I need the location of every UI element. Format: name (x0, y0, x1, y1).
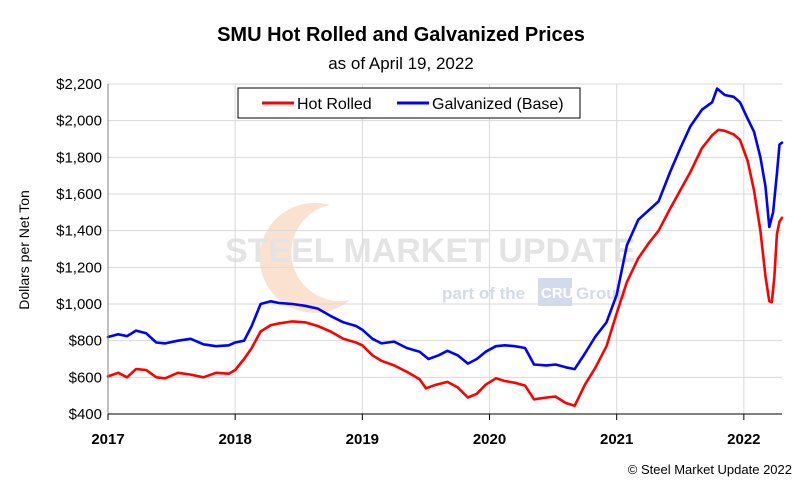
x-tick-label: 2022 (727, 431, 760, 448)
series-layer (106, 87, 784, 408)
watermark-logo-box (538, 278, 572, 306)
y-tick-label: $400 (69, 406, 102, 423)
series-line-galvanized-base (106, 87, 784, 371)
x-tick-label: 2020 (473, 431, 506, 448)
x-tick-label: 2018 (218, 431, 251, 448)
chart-subtitle: as of April 19, 2022 (328, 54, 474, 73)
legend: Hot Rolled Galvanized (Base) (237, 87, 581, 119)
y-tick-label: $1,000 (56, 296, 102, 313)
y-tick-label: $1,800 (56, 149, 102, 166)
y-tick-label: $2,000 (56, 113, 102, 130)
y-tick-label: $1,600 (56, 186, 102, 203)
chart-title: SMU Hot Rolled and Galvanized Prices (217, 24, 585, 46)
watermark-brand: STEEL MARKET UPDATE (225, 232, 636, 270)
x-tick-label: 2017 (91, 431, 124, 448)
y-tick-label: $2,200 (56, 76, 102, 93)
watermark-tagline-pre: part of the (442, 284, 525, 303)
legend-label-hot-rolled: Hot Rolled (297, 96, 372, 113)
copyright-notice: © Steel Market Update 2022 (627, 462, 792, 477)
x-tick-label: 2019 (346, 431, 379, 448)
gridlines (107, 83, 782, 414)
x-tick-label: 2021 (600, 431, 633, 448)
watermark-logo-text: CRU (541, 285, 574, 302)
tick-labels: $400 $600 $800 $1,000 $1,200 $1,400 $1,600 $1,8… (56, 76, 760, 448)
y-tick-label: $600 (69, 369, 102, 386)
watermark: STEEL MARKET UPDATE part of the CRU Grou… (225, 202, 636, 313)
y-tick-label: $1,400 (56, 223, 102, 240)
y-tick-label: $1,200 (56, 259, 102, 276)
series-line-hot-rolled (106, 128, 784, 408)
axes (107, 84, 782, 420)
legend-label-galvanized: Galvanized (Base) (432, 96, 564, 113)
y-tick-label: $800 (69, 333, 102, 350)
